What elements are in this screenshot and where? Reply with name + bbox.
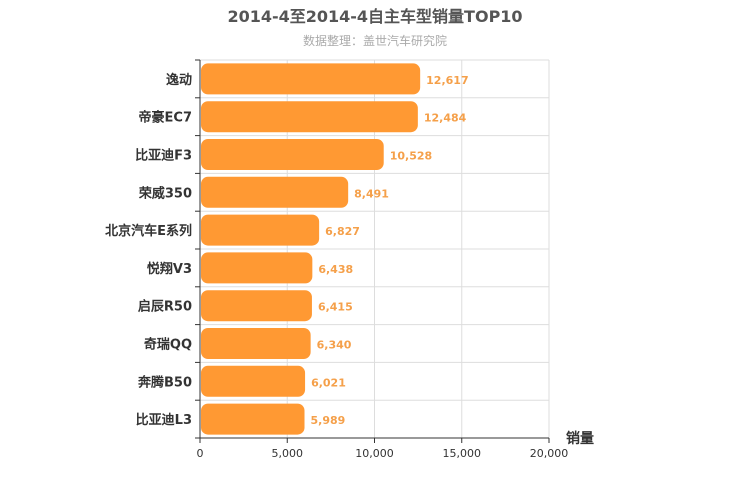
x-tick-label: 20,000	[530, 447, 569, 460]
bar[interactable]	[201, 63, 421, 95]
category-label: 荣威350	[138, 185, 192, 201]
bar[interactable]	[201, 252, 313, 284]
value-label: 12,617	[426, 74, 468, 87]
value-label: 6,415	[318, 301, 353, 314]
bar[interactable]	[201, 290, 312, 322]
x-tick-label: 15,000	[443, 447, 482, 460]
value-label: 6,438	[318, 263, 353, 276]
category-label: 奔腾B50	[137, 374, 192, 390]
value-label: 6,827	[325, 225, 360, 238]
category-label: 启辰R50	[138, 299, 192, 315]
value-label: 12,484	[424, 112, 467, 125]
category-label: 逸动	[166, 72, 192, 88]
category-label: 奇瑞QQ	[144, 337, 192, 353]
x-tick-label: 0	[197, 447, 204, 460]
bar[interactable]	[201, 101, 418, 133]
chart-title: 2014-4至2014-4自主车型销量TOP10	[227, 7, 522, 26]
chart-subtitle: 数据整理：盖世汽车研究院	[303, 33, 447, 48]
bar[interactable]	[201, 214, 320, 246]
axes	[195, 59, 550, 443]
bars	[201, 63, 421, 435]
value-label: 8,491	[354, 187, 389, 200]
bar[interactable]	[201, 328, 311, 359]
bar[interactable]	[201, 139, 384, 170]
category-label: 帝豪EC7	[139, 110, 192, 126]
value-label: 10,528	[390, 150, 432, 163]
category-label: 北京汽车E系列	[105, 223, 192, 239]
bar[interactable]	[201, 403, 305, 435]
value-label: 6,021	[311, 376, 346, 389]
x-tick-label: 5,000	[272, 447, 304, 460]
value-label: 5,989	[311, 414, 346, 427]
category-label: 比亚迪F3	[135, 148, 192, 164]
bar[interactable]	[201, 176, 349, 208]
x-tick-label: 10,000	[355, 447, 394, 460]
category-label: 比亚迪L3	[136, 412, 192, 428]
grid-lines	[200, 59, 550, 439]
value-label: 6,340	[317, 339, 352, 352]
bar[interactable]	[201, 365, 306, 397]
x-axis-title: 销量	[566, 430, 594, 447]
labels: 逸动 12,617 帝豪EC7 12,484 比亚迪F3 10,528 荣威350 8,491…	[105, 72, 568, 460]
category-label: 悦翔V3	[147, 261, 192, 277]
